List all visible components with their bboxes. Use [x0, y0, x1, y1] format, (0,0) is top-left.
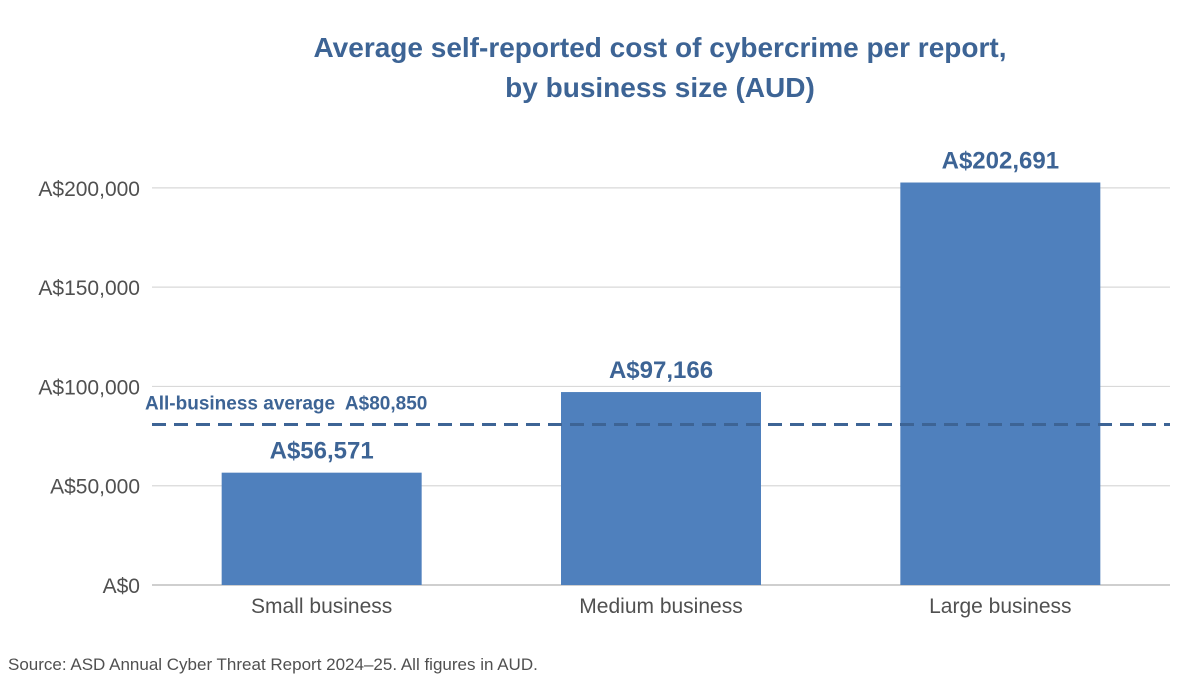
chart-title-line-2: by business size (AUD)	[505, 72, 815, 103]
x-axis-category-labels: Small business Medium business Large busin…	[251, 595, 1072, 618]
y-tick-label: A$200,000	[38, 178, 140, 201]
average-reference-label: All-business average A$80,850	[145, 393, 427, 414]
bar	[221, 472, 422, 585]
data-labels: A$56,571 A$97,166 A$202,691	[270, 148, 1059, 465]
bar	[561, 392, 761, 585]
y-tick-label: A$100,000	[38, 376, 140, 399]
chart-title: Average self-reported cost of cybercrime…	[314, 32, 1007, 103]
x-category-label: Medium business	[579, 595, 742, 618]
bar-value-label: A$202,691	[942, 148, 1059, 175]
bar-value-label: A$56,571	[270, 438, 374, 465]
x-category-label: Large business	[929, 595, 1071, 618]
y-tick-label: A$150,000	[38, 277, 140, 300]
bar	[900, 182, 1101, 585]
y-tick-label: A$50,000	[50, 476, 140, 499]
average-reference: All-business average A$80,850	[145, 393, 1170, 426]
y-tick-label: A$0	[103, 575, 140, 598]
y-axis-tick-labels: A$0 A$50,000 A$100,000 A$150,000 A$200,000	[38, 178, 140, 598]
source-note: Source: ASD Annual Cyber Threat Report 2…	[8, 655, 538, 674]
x-category-label: Small business	[251, 595, 392, 618]
chart-title-line-1: Average self-reported cost of cybercrime…	[314, 32, 1007, 63]
bar-value-label: A$97,166	[609, 357, 713, 384]
